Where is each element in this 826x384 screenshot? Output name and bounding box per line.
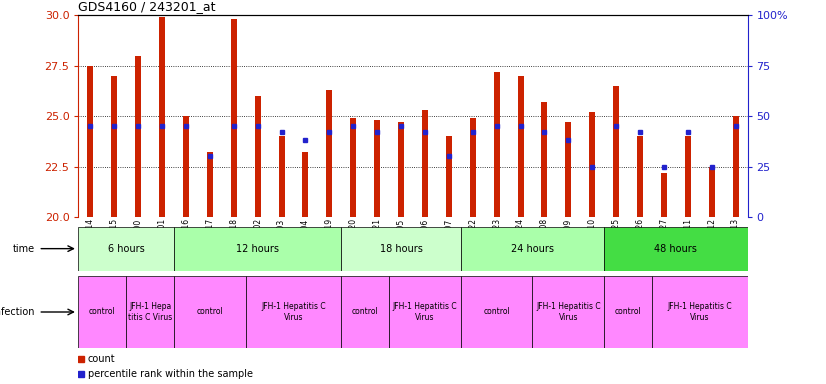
Text: infection: infection (0, 307, 35, 317)
Text: JFH-1 Hepatitis C
Virus: JFH-1 Hepatitis C Virus (392, 302, 458, 322)
Bar (470, 118, 476, 217)
Text: control: control (352, 308, 378, 316)
Bar (206, 152, 213, 217)
Bar (709, 167, 714, 217)
Bar (78, 227, 174, 271)
Text: control: control (483, 308, 510, 316)
Bar (230, 20, 237, 217)
Bar (341, 227, 461, 271)
Text: JFH-1 Hepatitis C
Virus: JFH-1 Hepatitis C Virus (536, 302, 601, 322)
Bar (604, 276, 652, 348)
Bar (518, 76, 524, 217)
Text: JFH-1 Hepatitis C
Virus: JFH-1 Hepatitis C Virus (261, 302, 325, 322)
Text: control: control (615, 308, 642, 316)
Bar (88, 66, 93, 217)
Bar (637, 136, 643, 217)
Bar (135, 56, 141, 217)
Bar (126, 276, 174, 348)
Bar (112, 76, 117, 217)
Text: 48 hours: 48 hours (654, 243, 697, 254)
Text: percentile rank within the sample: percentile rank within the sample (88, 369, 253, 379)
Bar (541, 102, 548, 217)
Bar (533, 276, 604, 348)
Text: 24 hours: 24 hours (511, 243, 554, 254)
Bar (398, 122, 404, 217)
Bar (341, 276, 389, 348)
Bar (494, 72, 500, 217)
Bar (389, 276, 461, 348)
Bar (174, 276, 246, 348)
Bar (661, 173, 667, 217)
Bar (159, 17, 165, 217)
Bar (350, 118, 356, 217)
Bar (446, 136, 452, 217)
Bar (246, 276, 341, 348)
Text: JFH-1 Hepa
titis C Virus: JFH-1 Hepa titis C Virus (128, 302, 173, 322)
Bar (565, 122, 572, 217)
Bar (589, 112, 596, 217)
Bar (374, 120, 380, 217)
Text: GDS4160 / 243201_at: GDS4160 / 243201_at (78, 0, 216, 13)
Bar (461, 276, 533, 348)
Bar (604, 227, 748, 271)
Bar (613, 86, 620, 217)
Bar (78, 276, 126, 348)
Text: 6 hours: 6 hours (108, 243, 145, 254)
Text: count: count (88, 354, 116, 364)
Bar (254, 96, 261, 217)
Bar (422, 110, 428, 217)
Text: control: control (197, 308, 223, 316)
Bar (174, 227, 341, 271)
Bar (461, 227, 604, 271)
Text: time: time (13, 243, 35, 254)
Text: control: control (89, 308, 116, 316)
Bar (183, 116, 189, 217)
Text: 12 hours: 12 hours (236, 243, 279, 254)
Bar (652, 276, 748, 348)
Bar (302, 152, 308, 217)
Bar (685, 136, 691, 217)
Text: JFH-1 Hepatitis C
Virus: JFH-1 Hepatitis C Virus (667, 302, 732, 322)
Bar (278, 136, 285, 217)
Bar (326, 90, 332, 217)
Text: 18 hours: 18 hours (380, 243, 422, 254)
Bar (733, 116, 738, 217)
